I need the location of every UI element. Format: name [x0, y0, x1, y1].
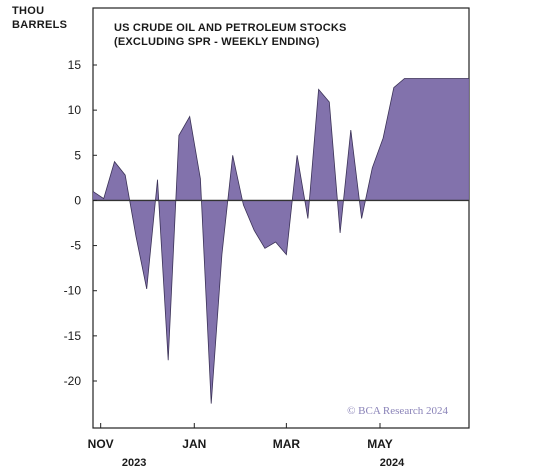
- x-tick-label: MAR: [273, 437, 301, 451]
- y-tick-label: 0: [74, 193, 81, 207]
- x-tick-label: JAN: [182, 437, 206, 451]
- y-tick-label: 5: [74, 148, 81, 162]
- y-tick-label: -15: [64, 329, 82, 343]
- y-tick-label: 15: [68, 58, 82, 72]
- y-tick-label: -20: [64, 374, 82, 388]
- y-axis-label-line-2: BARRELS: [12, 19, 68, 31]
- series-line-0: [92, 78, 469, 404]
- series-area-0: [93, 78, 469, 404]
- plot-frame: [92, 7, 470, 429]
- x-tick-label: NOV: [88, 437, 114, 451]
- chart-title-line-2: (EXCLUDING SPR - WEEKLY ENDING): [114, 36, 320, 48]
- x-tick-label: MAY: [367, 437, 393, 451]
- y-tick-label: -10: [64, 284, 82, 298]
- y-tick-label: 10: [68, 103, 82, 117]
- x-year-label: 2023: [122, 457, 146, 469]
- y-axis-label-line-1: THOU: [12, 5, 45, 17]
- y-tick-label: -5: [70, 239, 81, 253]
- x-year-label: 2024: [380, 457, 405, 469]
- chart-title-line-1: US CRUDE OIL AND PETROLEUM STOCKS: [114, 22, 347, 34]
- credit-label: © BCA Research 2024: [347, 405, 448, 417]
